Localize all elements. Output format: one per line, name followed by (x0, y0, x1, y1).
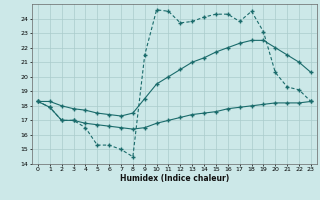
X-axis label: Humidex (Indice chaleur): Humidex (Indice chaleur) (120, 174, 229, 183)
